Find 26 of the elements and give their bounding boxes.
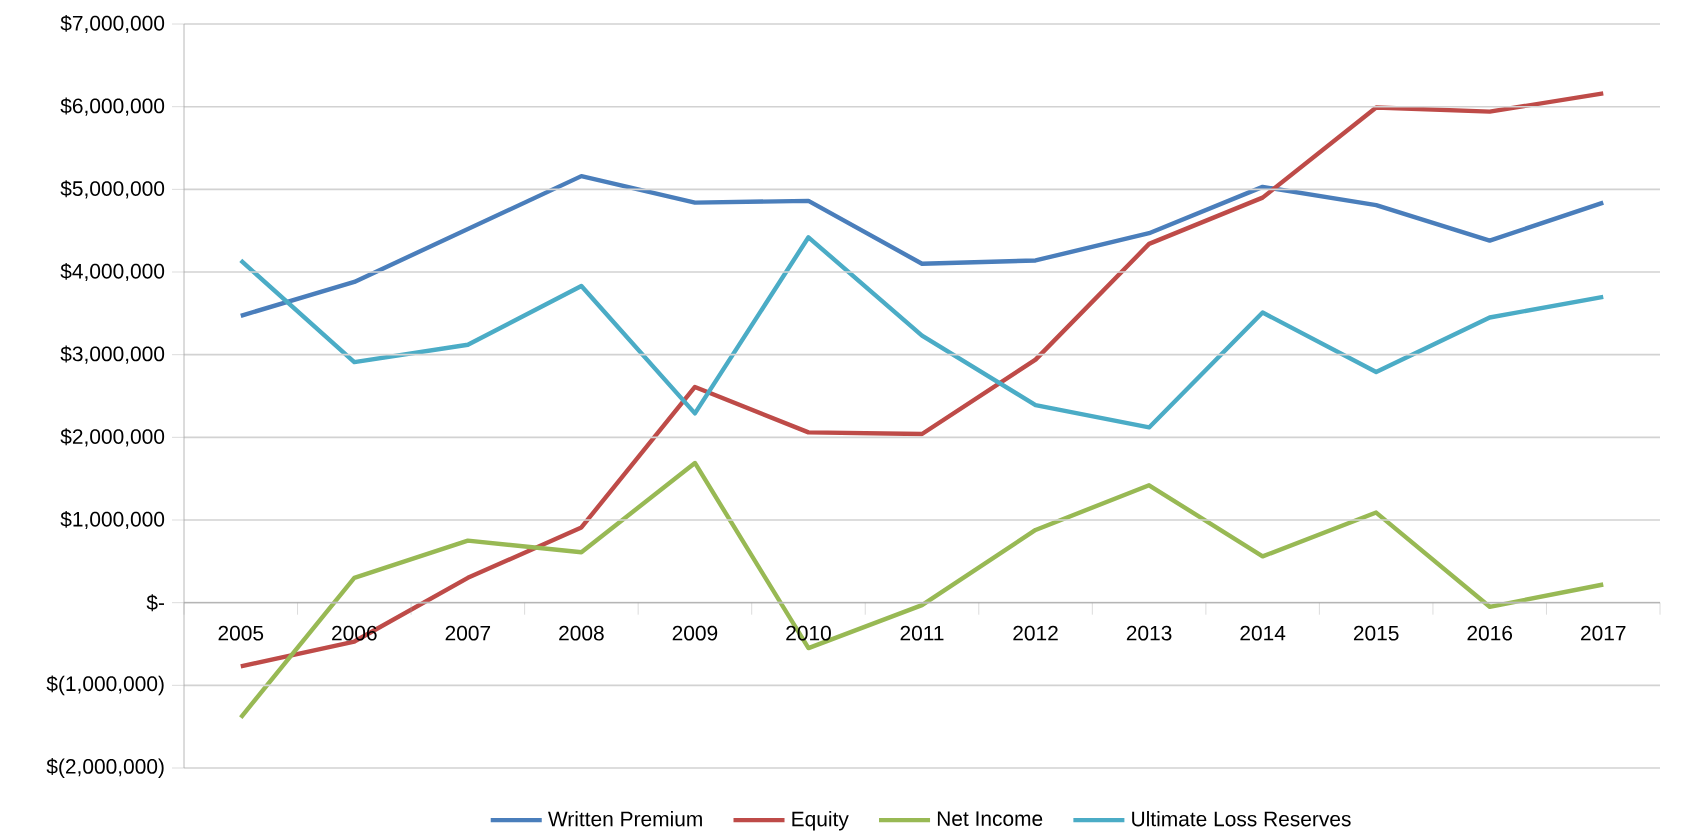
y-tick-label: $5,000,000 — [60, 180, 165, 199]
x-tick-label: 2011 — [900, 625, 944, 641]
y-tick-label: $(1,000,000) — [46, 675, 164, 696]
legend-label: Net Income — [937, 811, 1043, 826]
x-tick-label: 2005 — [218, 625, 264, 641]
x-tick-label: 2008 — [559, 625, 604, 641]
legend-label: Equity — [792, 811, 849, 831]
x-tick-label: 2014 — [1240, 625, 1286, 641]
line-series — [238, 235, 1606, 430]
y-tick-label: $4,000,000 — [60, 262, 165, 282]
x-tick-label: 2013 — [1126, 625, 1172, 641]
y-tick-label: $7,000,000 — [60, 14, 165, 34]
legend-label: Ultimate Loss Reserves — [1132, 811, 1351, 827]
x-tick-label: 2017 — [1581, 625, 1626, 641]
legend-label: Written Premium — [548, 811, 702, 827]
y-tick-label: $(2,000,000) — [46, 758, 164, 778]
y-tick-label: $6,000,000 — [60, 97, 165, 116]
y-tick-label: $- — [146, 594, 165, 612]
x-tick-label: 2007 — [445, 625, 491, 641]
x-tick-label: 2016 — [1467, 625, 1513, 641]
x-tick-label: 2015 — [1353, 625, 1399, 641]
x-tick-label: 2012 — [1013, 625, 1058, 641]
y-tick-label: $2,000,000 — [60, 428, 165, 447]
x-tick-label: 2009 — [672, 625, 718, 641]
y-tick-label: $3,000,000 — [60, 345, 165, 364]
y-tick-label: $1,000,000 — [60, 510, 165, 530]
